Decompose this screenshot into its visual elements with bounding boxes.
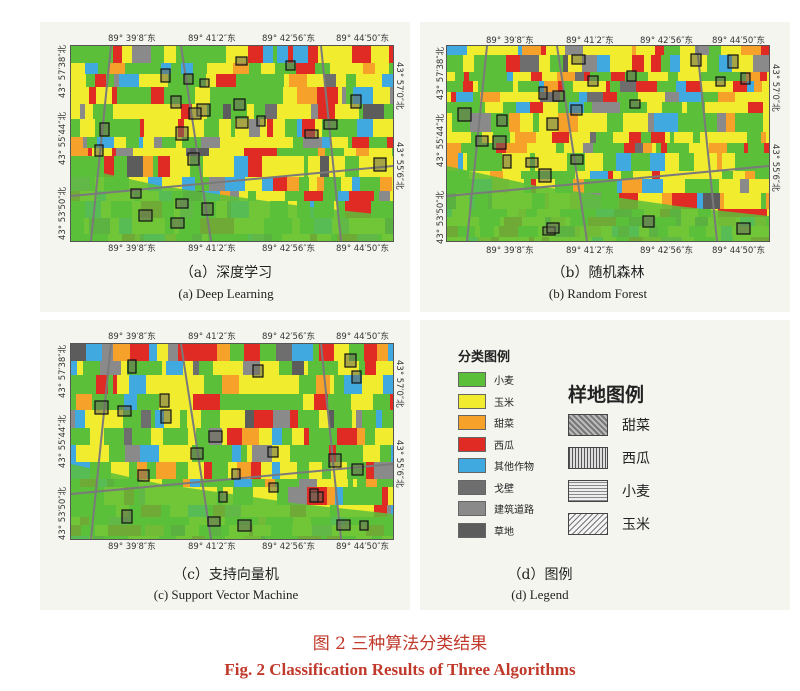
plot-legend-item: 小麦 <box>568 480 650 502</box>
plot-pattern-swatch <box>568 480 608 502</box>
caption-en-a: (a) Deep Learning <box>178 286 274 301</box>
bottom-tick-c-3: 89° 42′56″东 <box>262 542 316 552</box>
top-tick-b-1: 89° 39′8″东 <box>486 36 534 46</box>
left-tick-c-2: 43° 55′44″北 <box>58 414 68 468</box>
left-tick-b-1: 43° 57′38″北 <box>436 46 446 100</box>
class-swatch <box>458 458 486 473</box>
top-tick-c-2: 89° 41′2″东 <box>188 332 236 342</box>
top-tick-a-2: 89° 41′2″东 <box>188 34 236 44</box>
class-label: 西瓜 <box>494 440 514 452</box>
plot-legend-item: 甜菜 <box>568 414 650 436</box>
caption-zh-b: （b）随机森林 <box>551 265 645 281</box>
bottom-tick-c-1: 89° 39′8″东 <box>108 542 156 552</box>
caption-en-b: (b) Random Forest <box>548 286 648 301</box>
bottom-tick-a-3: 89° 42′56″东 <box>262 244 316 254</box>
left-tick-a-1: 43° 57′38″北 <box>58 44 68 98</box>
caption-en-d: (d) Legend <box>511 587 569 602</box>
right-tick-b-2: 43° 55′6″北 <box>770 144 780 192</box>
bottom-tick-c-2: 89° 41′2″东 <box>188 542 236 552</box>
class-swatch <box>458 522 486 538</box>
class-legend-item: 甜菜 <box>458 415 514 430</box>
plot-legend-item: 西瓜 <box>568 447 650 469</box>
class-swatch <box>458 393 486 409</box>
left-tick-b-3: 43° 53′50″北 <box>436 190 446 244</box>
class-swatch <box>458 436 486 452</box>
class-legend-item: 戈壁 <box>458 479 514 495</box>
plot-label: 西瓜 <box>622 451 650 467</box>
classification-map-c <box>70 343 394 540</box>
bottom-tick-b-1: 89° 39′8″东 <box>486 246 534 256</box>
plot-pattern-swatch <box>568 414 608 436</box>
plot-label: 小麦 <box>622 484 650 500</box>
left-tick-a-2: 43° 55′44″北 <box>58 111 68 165</box>
bottom-tick-c-4: 89° 44′50″东 <box>336 542 390 552</box>
classification-map-a <box>70 45 394 242</box>
class-legend-title: 分类图例 <box>458 350 511 365</box>
top-tick-c-4: 89° 44′50″东 <box>336 332 390 342</box>
class-label: 小麦 <box>494 376 514 387</box>
class-swatch <box>458 415 486 430</box>
class-legend-item: 玉米 <box>458 393 514 409</box>
top-tick-b-2: 89° 41′2″东 <box>566 36 614 46</box>
plot-pattern-swatch <box>568 447 608 469</box>
class-legend-item: 其他作物 <box>458 458 534 473</box>
left-tick-a-3: 43° 53′50″北 <box>58 186 68 240</box>
class-swatch <box>458 372 486 387</box>
top-tick-b-3: 89° 42′56″东 <box>640 36 694 46</box>
class-label: 甜菜 <box>494 419 514 430</box>
bottom-tick-a-2: 89° 41′2″东 <box>188 244 236 254</box>
class-legend-item: 小麦 <box>458 372 514 387</box>
right-tick-b-1: 43° 57′0″北 <box>770 64 780 112</box>
top-tick-a-3: 89° 42′56″东 <box>262 34 316 44</box>
class-label: 其他作物 <box>494 462 534 473</box>
left-tick-c-3: 43° 53′50″北 <box>58 486 68 540</box>
caption-en-c: (c) Support Vector Machine <box>153 587 299 602</box>
bottom-tick-a-4: 89° 44′50″东 <box>336 244 390 254</box>
plot-label: 玉米 <box>622 517 650 533</box>
right-tick-c-1: 43° 57′0″北 <box>394 360 404 408</box>
plot-legend-title: 样地图例 <box>568 384 645 406</box>
bottom-tick-b-4: 89° 44′50″东 <box>712 246 766 256</box>
class-label: 玉米 <box>494 397 514 409</box>
top-tick-a-1: 89° 39′8″东 <box>108 34 156 44</box>
caption-zh-a: （a）深度学习 <box>179 265 273 281</box>
bottom-tick-b-2: 89° 41′2″东 <box>566 246 614 256</box>
top-tick-b-4: 89° 44′50″东 <box>712 36 766 46</box>
plot-label: 甜菜 <box>622 418 650 434</box>
class-label: 草地 <box>494 526 514 538</box>
plot-pattern-swatch <box>568 513 608 535</box>
class-label: 戈壁 <box>494 483 514 495</box>
class-legend-item: 草地 <box>458 522 514 538</box>
caption-zh-c: （c）支持向量机 <box>173 567 279 583</box>
top-tick-c-1: 89° 39′8″东 <box>108 332 156 342</box>
left-tick-b-2: 43° 55′44″北 <box>436 113 446 167</box>
top-tick-c-3: 89° 42′56″东 <box>262 332 316 342</box>
caption-zh-d: （d）图例 <box>507 567 573 583</box>
class-legend-item: 西瓜 <box>458 436 514 452</box>
figure-title-en: Fig. 2 Classification Results of Three A… <box>224 660 576 679</box>
left-tick-c-1: 43° 57′38″北 <box>58 344 68 398</box>
figure-title-zh: 图 2 三种算法分类结果 <box>312 634 488 654</box>
bottom-tick-b-3: 89° 42′56″东 <box>640 246 694 256</box>
class-label: 建筑道路 <box>494 505 534 516</box>
right-tick-c-2: 43° 55′6″北 <box>394 440 404 488</box>
top-tick-a-4: 89° 44′50″东 <box>336 34 390 44</box>
classification-map-b <box>446 45 770 242</box>
class-swatch <box>458 479 486 495</box>
bottom-tick-a-1: 89° 39′8″东 <box>108 244 156 254</box>
right-tick-a-2: 43° 55′6″北 <box>394 142 404 190</box>
class-swatch <box>458 501 486 516</box>
plot-legend-item: 玉米 <box>568 513 650 535</box>
right-tick-a-1: 43° 57′0″北 <box>394 62 404 110</box>
class-legend-item: 建筑道路 <box>458 501 534 516</box>
